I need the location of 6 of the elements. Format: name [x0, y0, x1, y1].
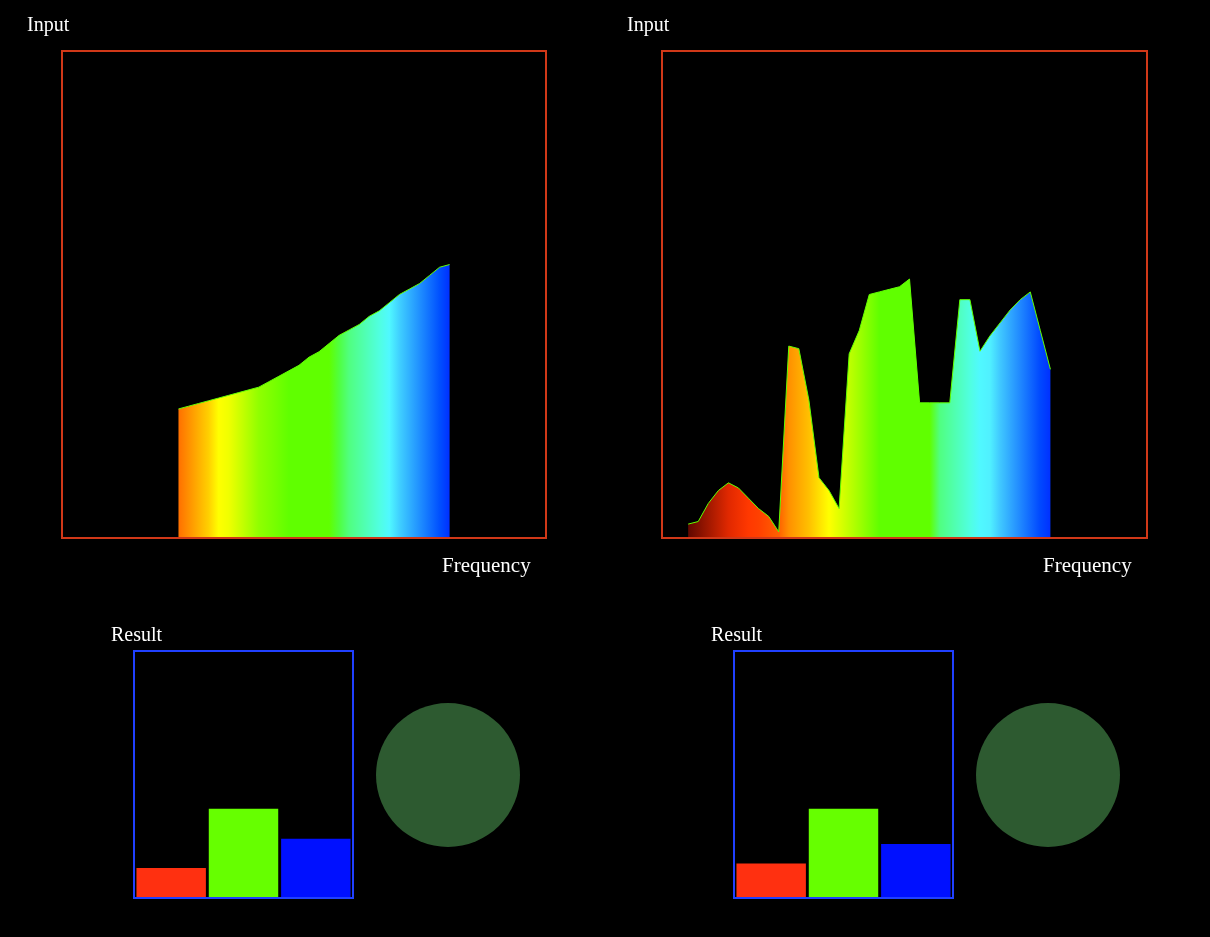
- chart-title: Input: [27, 13, 70, 36]
- chart-title: Result: [111, 623, 163, 645]
- x-axis-title: Frequency: [1043, 553, 1133, 577]
- chart-title: Input: [627, 13, 670, 36]
- x-axis-title: Frequency: [442, 553, 532, 577]
- chart-title: Result: [711, 623, 763, 645]
